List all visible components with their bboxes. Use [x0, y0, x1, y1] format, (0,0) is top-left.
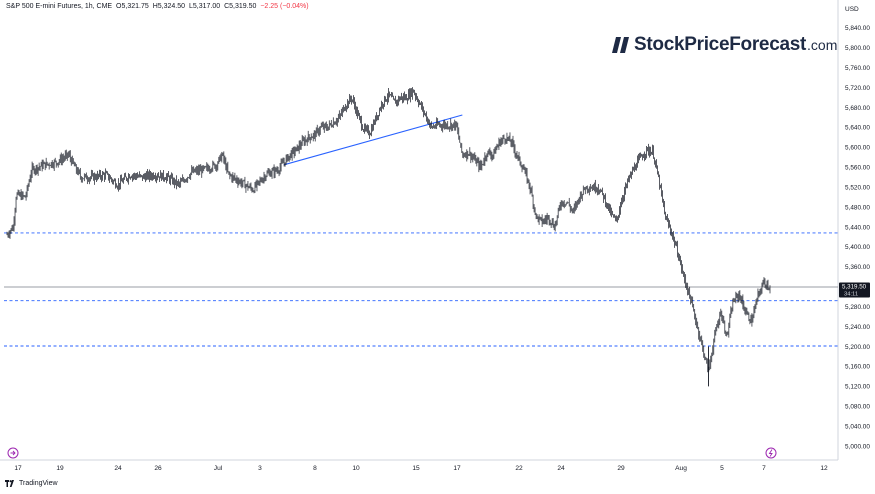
time-tick-label: Jul — [214, 465, 223, 472]
brand-name: StockPriceForecast — [634, 34, 807, 55]
time-tick-label: Aug — [675, 465, 687, 472]
currency-label: USD — [845, 6, 859, 13]
time-tick-label: 29 — [617, 465, 625, 472]
price-tick-label: 5,720.00 — [845, 85, 870, 92]
time-tick-label: 8 — [313, 465, 317, 472]
price-tick-label: 5,800.00 — [845, 45, 870, 52]
chart-header: S&P 500 E-mini Futures, 1h, CME O5,321.7… — [6, 3, 311, 10]
bar-countdown: 34:11 — [844, 292, 858, 298]
price-tick-label: 5,120.00 — [845, 384, 870, 391]
price-tick-label: 5,000.00 — [845, 443, 870, 450]
price-tick-label: 5,520.00 — [845, 184, 870, 191]
price-tick-label: 5,600.00 — [845, 145, 870, 152]
time-tick-label: 26 — [154, 465, 162, 472]
time-tick-label: 17 — [453, 465, 461, 472]
price-series — [6, 87, 771, 387]
open-value: O5,321.75 — [116, 3, 149, 10]
price-tick-label: 5,040.00 — [845, 423, 870, 430]
price-tick-label: 5,680.00 — [845, 105, 870, 112]
price-tick-label: 5,640.00 — [845, 125, 870, 132]
brand-watermark: StockPriceForecast .com — [612, 34, 837, 56]
price-tick-label: 5,280.00 — [845, 304, 870, 311]
price-tick-label: 5,760.00 — [845, 65, 870, 72]
price-tick-label: 5,840.00 — [845, 25, 870, 32]
price-tick-label: 5,400.00 — [845, 244, 870, 251]
trendline — [283, 114, 463, 166]
price-tick-label: 5,360.00 — [845, 264, 870, 271]
goto-realtime-icon[interactable] — [765, 447, 777, 459]
brand-domain: .com — [807, 37, 838, 53]
trendline-segment[interactable] — [283, 114, 463, 166]
price-tick-label: 5,480.00 — [845, 204, 870, 211]
time-tick-label: 12 — [820, 465, 828, 472]
time-tick-label: 24 — [114, 465, 122, 472]
tradingview-footer[interactable]: TradingView — [5, 480, 58, 487]
horizontal-levels — [4, 232, 838, 347]
time-axis-ticks: 17 19 24 26 Jul 3 8 10 15 17 22 24 29 Aug 5 7 12 — [14, 465, 828, 472]
last-price-badge — [839, 282, 870, 298]
time-tick-label: 15 — [412, 465, 420, 472]
last-price-value: 5,319.50 — [842, 284, 867, 291]
time-tick-label: 5 — [720, 465, 724, 472]
change-value: −2.25 (−0.04%) — [260, 3, 309, 10]
time-tick-label: 19 — [56, 465, 64, 472]
time-tick-label: 17 — [14, 465, 22, 472]
tv-logo-icon — [5, 480, 14, 487]
price-tick-label: 5,560.00 — [845, 165, 870, 172]
symbol-title: S&P 500 E-mini Futures, 1h, CME — [6, 3, 113, 10]
low-value: L5,317.00 — [188, 3, 221, 10]
price-tick-label: 5,080.00 — [845, 404, 870, 411]
tradingview-label: TradingView — [19, 480, 58, 487]
time-tick-label: 22 — [515, 465, 523, 472]
goto-start-icon[interactable] — [7, 447, 19, 459]
brand-slashes-icon — [612, 37, 629, 53]
price-tick-label: 5,160.00 — [845, 364, 870, 371]
price-tick-label: 5,200.00 — [845, 344, 870, 351]
time-tick-label: 7 — [762, 465, 766, 472]
time-tick-label: 3 — [258, 465, 262, 472]
price-tick-label: 5,440.00 — [845, 224, 870, 231]
price-axis-ticks: 5,000.00 5,040.00 5,080.00 5,120.00 5,160.00… — [845, 25, 870, 450]
price-tick-label: 5,240.00 — [845, 324, 870, 331]
time-tick-label: 24 — [557, 465, 565, 472]
time-tick-label: 10 — [352, 465, 360, 472]
close-value: C5,319.50 — [224, 3, 257, 10]
high-value: H5,324.50 — [152, 3, 186, 10]
